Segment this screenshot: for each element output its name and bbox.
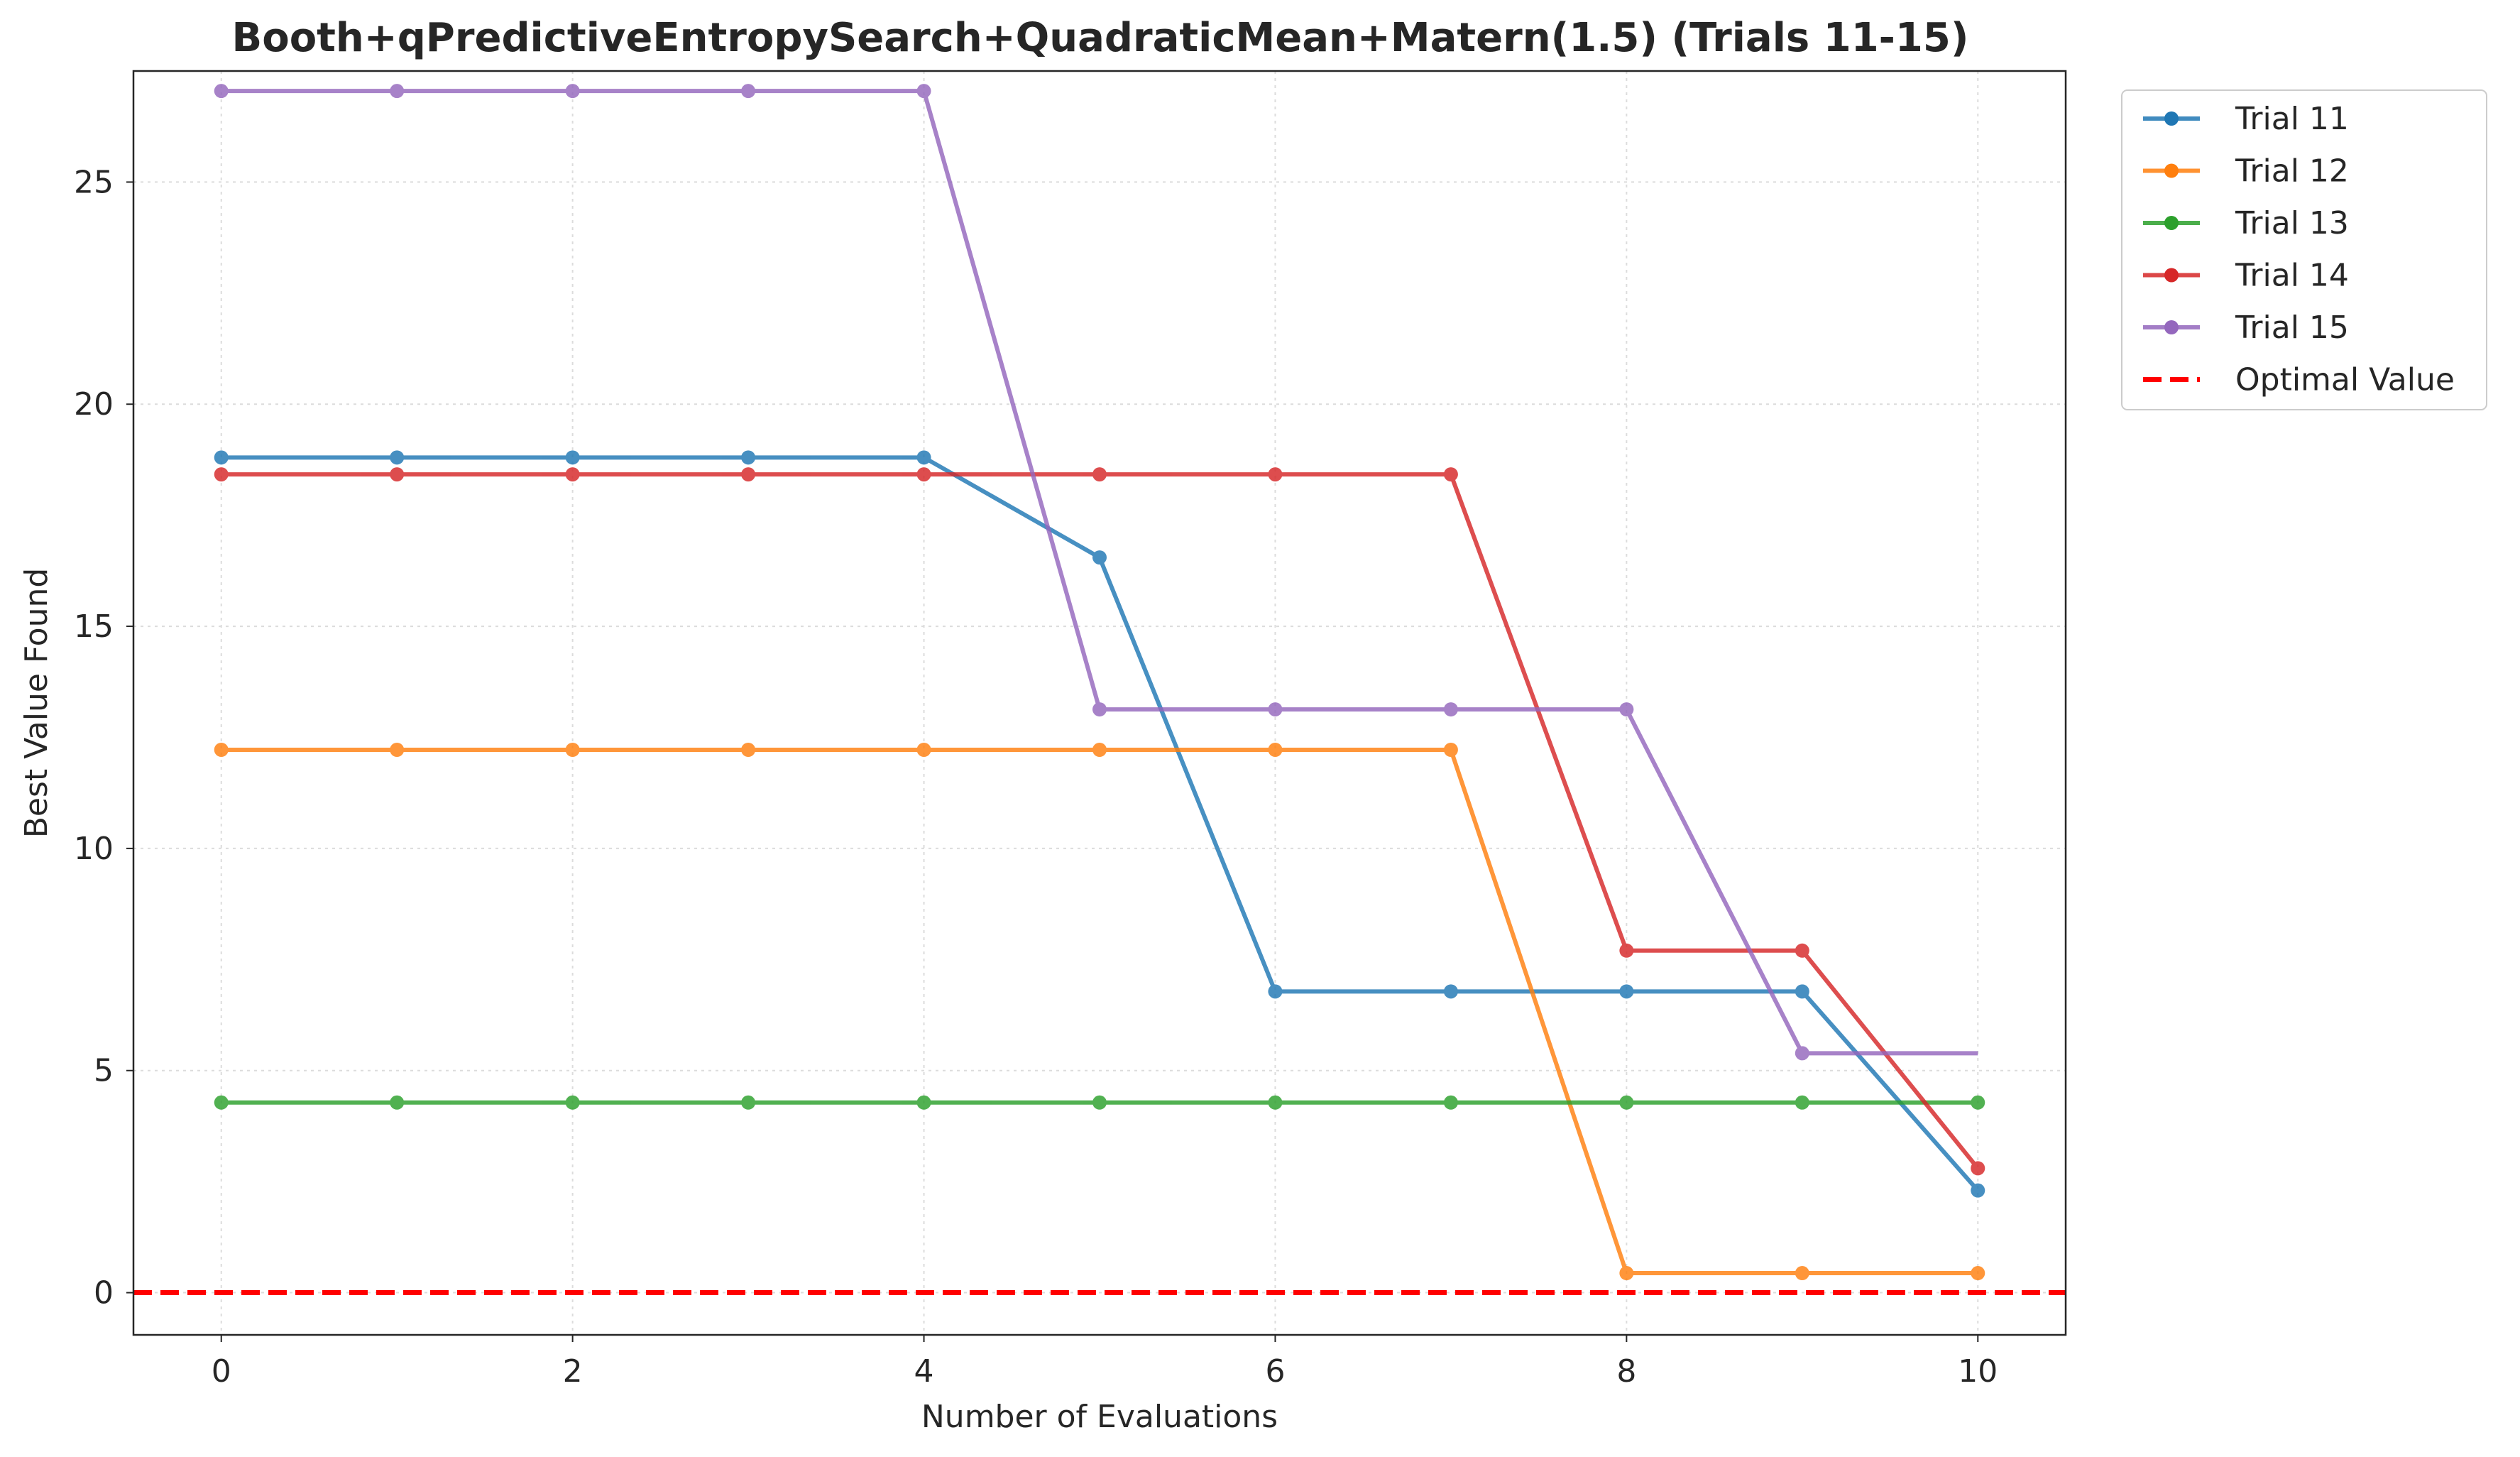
data-point xyxy=(1268,467,1283,482)
data-point xyxy=(1795,1266,1809,1281)
data-point xyxy=(916,467,931,482)
data-point xyxy=(1795,984,1809,999)
chart-title: Booth+qPredictiveEntropySearch+Quadratic… xyxy=(232,15,1969,61)
series-trial-11 xyxy=(214,450,1985,1198)
x-tick-label: 4 xyxy=(914,1353,934,1390)
y-tick-label: 20 xyxy=(74,386,114,422)
x-tick-label: 0 xyxy=(212,1353,231,1390)
data-point xyxy=(1619,702,1634,717)
y-axis-ticks: 0 5 10 15 20 25 xyxy=(74,164,133,1311)
data-point xyxy=(214,84,229,99)
data-point xyxy=(1443,467,1458,482)
data-point xyxy=(1971,1161,1985,1176)
series-trial-13 xyxy=(214,1095,1985,1110)
legend-entry: Trial 11 xyxy=(2143,101,2349,137)
x-tick-label: 8 xyxy=(1616,1353,1636,1390)
data-point xyxy=(1092,550,1107,565)
data-point xyxy=(1268,984,1283,999)
legend-entry: Trial 12 xyxy=(2143,153,2349,190)
legend-label: Optimal Value xyxy=(2235,362,2455,398)
data-point xyxy=(1092,743,1107,758)
data-point xyxy=(1092,1095,1107,1110)
data-point xyxy=(741,84,756,99)
legend-box xyxy=(2121,89,2487,410)
legend-entry: Trial 13 xyxy=(2143,205,2349,241)
x-tick-label: 2 xyxy=(563,1353,583,1390)
data-point xyxy=(565,84,580,99)
data-point xyxy=(390,84,405,99)
data-point xyxy=(741,743,756,758)
data-point xyxy=(1092,467,1107,482)
legend-label: Trial 13 xyxy=(2235,205,2349,241)
legend-label: Trial 11 xyxy=(2235,101,2349,137)
series-trial-12 xyxy=(214,743,1985,1281)
legend-marker xyxy=(2164,111,2179,126)
data-point xyxy=(741,1095,756,1110)
data-point xyxy=(1092,702,1107,717)
data-point xyxy=(916,743,931,758)
x-axis-ticks: 0 2 4 6 8 10 xyxy=(212,1335,1998,1390)
data-point xyxy=(390,467,405,482)
y-tick-label: 0 xyxy=(94,1275,114,1311)
data-point xyxy=(916,1095,931,1110)
data-point xyxy=(1443,702,1458,717)
data-point xyxy=(1268,743,1283,758)
data-point xyxy=(1795,1095,1809,1110)
legend-marker xyxy=(2164,320,2179,334)
legend-marker xyxy=(2164,216,2179,230)
data-point xyxy=(1619,1095,1634,1110)
legend-entry: Optimal Value xyxy=(2143,362,2455,398)
data-point xyxy=(741,467,756,482)
y-tick-label: 5 xyxy=(94,1053,114,1089)
data-point xyxy=(1619,943,1634,958)
data-point xyxy=(1443,1095,1458,1110)
data-point xyxy=(916,450,931,465)
data-point xyxy=(565,450,580,465)
y-tick-label: 25 xyxy=(74,164,114,200)
data-point xyxy=(1619,1266,1634,1281)
data-point xyxy=(565,743,580,758)
plot-frame xyxy=(132,70,2067,1336)
series-trial-15 xyxy=(214,84,1978,1061)
data-point xyxy=(1443,984,1458,999)
legend-entry: Trial 15 xyxy=(2143,310,2349,346)
data-point xyxy=(565,467,580,482)
data-point xyxy=(1268,702,1283,717)
data-point xyxy=(390,1095,405,1110)
legend-label: Trial 14 xyxy=(2235,258,2349,294)
data-point xyxy=(916,84,931,99)
data-point xyxy=(214,743,229,758)
y-tick-label: 15 xyxy=(74,609,114,645)
data-point xyxy=(214,450,229,465)
x-tick-label: 6 xyxy=(1265,1353,1285,1390)
data-point xyxy=(214,1095,229,1110)
data-point xyxy=(1971,1183,1985,1198)
data-point xyxy=(1971,1266,1985,1281)
x-axis-label: Number of Evaluations xyxy=(921,1399,1278,1435)
data-point xyxy=(1795,1046,1809,1061)
data-point xyxy=(565,1095,580,1110)
data-point xyxy=(390,743,405,758)
y-axis-label: Best Value Found xyxy=(18,568,55,839)
data-point xyxy=(214,467,229,482)
series-lines xyxy=(214,84,1985,1281)
legend-label: Trial 12 xyxy=(2235,153,2349,190)
data-point xyxy=(390,450,405,465)
legend-marker xyxy=(2164,268,2179,283)
data-point xyxy=(741,450,756,465)
x-tick-label: 10 xyxy=(1958,1353,1998,1390)
data-point xyxy=(1443,743,1458,758)
legend-marker xyxy=(2164,163,2179,178)
legend-label: Trial 15 xyxy=(2235,310,2349,346)
legend: Trial 11 Trial 12 Trial 13 Trial 14 Trial 15… xyxy=(2121,89,2487,410)
data-point xyxy=(1619,984,1634,999)
data-point xyxy=(1795,943,1809,958)
legend-entry: Trial 14 xyxy=(2143,258,2349,294)
data-point xyxy=(1971,1095,1985,1110)
y-tick-label: 10 xyxy=(74,831,114,867)
data-point xyxy=(1268,1095,1283,1110)
series-trial-14 xyxy=(214,467,1985,1176)
